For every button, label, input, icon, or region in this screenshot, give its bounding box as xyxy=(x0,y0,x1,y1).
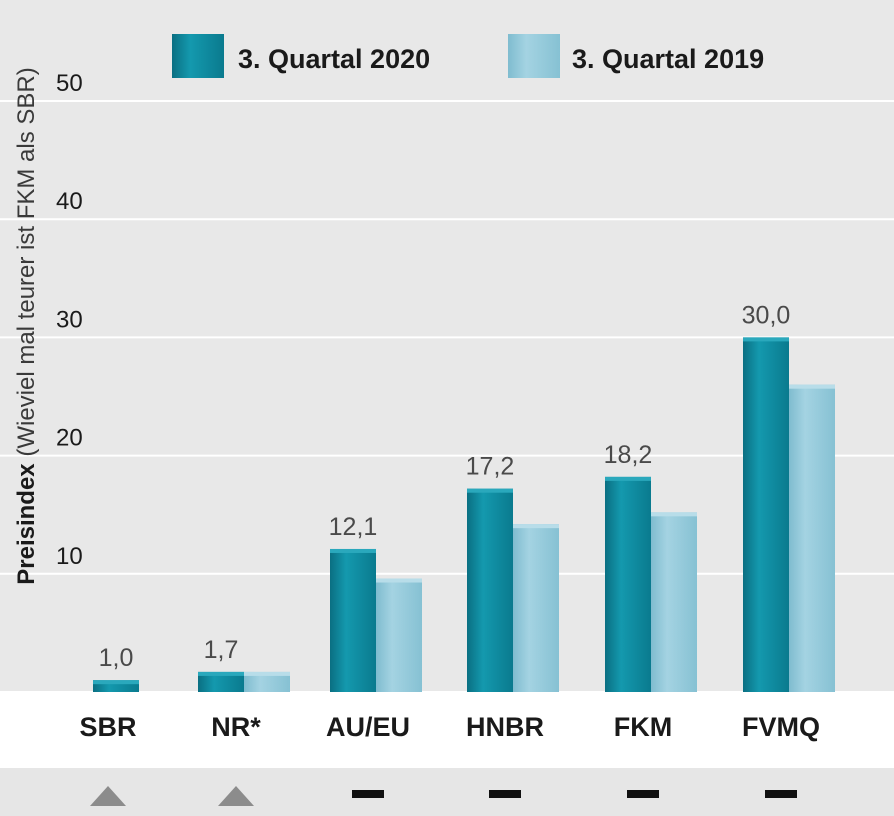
data-label: 1,0 xyxy=(99,644,134,672)
indicator-strip xyxy=(0,768,894,816)
legend-swatch-2020 xyxy=(172,34,224,78)
data-labels: 1,0 1,7 12,1 17,2 18,2 30,0 xyxy=(99,301,791,672)
bar-2020 xyxy=(467,488,513,692)
trend-flat-icon xyxy=(765,790,797,798)
data-label: 1,7 xyxy=(204,636,239,664)
category-label: SBR xyxy=(79,712,136,742)
y-axis-label-bold: Preisindex xyxy=(13,463,40,585)
legend-swatch-2019 xyxy=(508,34,560,78)
trend-up-icon xyxy=(218,786,254,806)
y-tick-label: 50 xyxy=(56,70,83,97)
bar-2019 xyxy=(244,671,290,692)
trend-flat-icon xyxy=(627,790,659,798)
bars xyxy=(93,337,835,692)
category-labels: SBR NR* AU/EU HNBR FKM FVMQ xyxy=(79,712,820,742)
legend-label-2020: 3. Quartal 2020 xyxy=(238,44,430,74)
bar-2020 xyxy=(198,671,244,692)
y-tick-label: 20 xyxy=(56,425,83,452)
bar-2020 xyxy=(743,337,789,692)
legend: 3. Quartal 2020 3. Quartal 2019 xyxy=(172,34,764,78)
data-label: 30,0 xyxy=(742,301,791,329)
trend-flat-icon xyxy=(489,790,521,798)
y-tick-label: 40 xyxy=(56,188,83,215)
bar-2020 xyxy=(93,680,139,692)
category-label: FKM xyxy=(614,712,672,742)
y-axis-ticks: 10 20 30 40 50 xyxy=(56,70,83,570)
bar-2019 xyxy=(376,578,422,692)
legend-label-2019: 3. Quartal 2019 xyxy=(572,44,764,74)
bar-2020 xyxy=(605,476,651,692)
trend-flat-icon xyxy=(352,790,384,798)
data-label: 18,2 xyxy=(604,441,653,469)
category-label: AU/EU xyxy=(326,712,410,742)
y-tick-label: 10 xyxy=(56,543,83,570)
category-label: HNBR xyxy=(466,712,544,742)
data-label: 17,2 xyxy=(466,453,515,481)
trend-up-icon xyxy=(90,786,126,806)
trend-indicators xyxy=(90,786,797,806)
y-axis-label: Preisindex (Wieviel mal teurer ist FKM a… xyxy=(13,67,40,584)
y-tick-label: 30 xyxy=(56,306,83,333)
bar-2020 xyxy=(330,548,376,692)
y-axis-label-rest: (Wieviel mal teurer ist FKM als SBR) xyxy=(13,67,40,463)
category-label: FVMQ xyxy=(742,712,820,742)
bar-2019 xyxy=(651,512,697,692)
bar-2019 xyxy=(789,384,835,692)
bar-2019 xyxy=(513,524,559,692)
data-label: 12,1 xyxy=(329,513,378,541)
category-label: NR* xyxy=(211,712,261,742)
